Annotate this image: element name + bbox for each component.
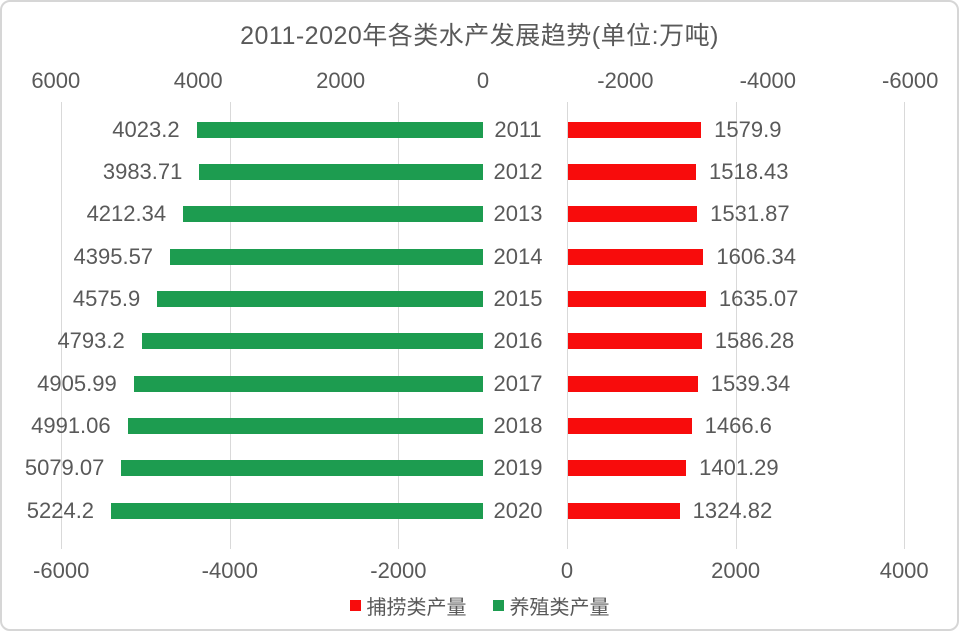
top-axis-tick-label: -4000 — [739, 68, 796, 93]
bottom-axis-tick-label: -4000 — [201, 558, 258, 583]
capture-value-label: 1531.87 — [710, 201, 790, 227]
legend-swatch-icon — [349, 600, 361, 611]
capture-value-label: 1586.28 — [714, 328, 795, 354]
legend-item[interactable]: 养殖类产量 — [492, 591, 610, 620]
aquaculture-bar[interactable] — [157, 290, 483, 307]
aquaculture-value-label: 4575.9 — [72, 285, 141, 311]
capture-bar[interactable] — [568, 417, 692, 434]
capture-bar[interactable] — [568, 375, 698, 392]
legend-item[interactable]: 捕捞类产量 — [349, 591, 467, 620]
capture-bar[interactable] — [568, 502, 680, 519]
aquaculture-value-label: 4991.06 — [31, 412, 111, 438]
gridline — [567, 102, 568, 549]
year-label: 2015 — [493, 285, 543, 311]
capture-value-label: 1579.9 — [714, 116, 782, 142]
aquaculture-value-label: 5079.07 — [24, 455, 105, 481]
year-label: 2020 — [493, 497, 543, 523]
aquaculture-bar[interactable] — [127, 417, 483, 434]
capture-bar[interactable] — [568, 163, 696, 180]
capture-value-label: 1518.43 — [709, 158, 789, 184]
year-label: 2011 — [494, 116, 542, 142]
top-axis-tick-label: 4000 — [173, 68, 223, 93]
bottom-axis-tick-label: -6000 — [33, 558, 90, 583]
year-label: 2012 — [493, 158, 543, 184]
aquaculture-value-label: 3983.71 — [102, 158, 183, 184]
aquaculture-bar[interactable] — [133, 375, 483, 392]
capture-value-label: 1635.07 — [718, 285, 799, 311]
bottom-axis-tick-label: -2000 — [370, 558, 427, 583]
legend-label: 捕捞类产量 — [366, 597, 467, 619]
aquaculture-value-label: 4793.2 — [57, 328, 125, 354]
bottom-axis-tick-label: 0 — [560, 558, 574, 583]
aquaculture-value-label: 4905.99 — [37, 370, 117, 396]
capture-value-label: 1466.6 — [704, 412, 772, 438]
legend: 捕捞类产量 养殖类产量 — [2, 591, 957, 620]
aquaculture-value-label: 5224.2 — [26, 497, 95, 523]
capture-bar[interactable] — [568, 248, 704, 265]
gridline — [904, 102, 906, 549]
year-label: 2016 — [493, 328, 543, 354]
top-axis-tick-label: 0 — [476, 68, 490, 93]
gridline — [61, 102, 63, 549]
capture-value-label: 1324.82 — [692, 497, 773, 523]
capture-bar[interactable] — [568, 460, 687, 477]
year-label: 2019 — [493, 455, 543, 481]
aquaculture-value-label: 4395.57 — [73, 243, 154, 269]
aquaculture-bar[interactable] — [196, 121, 483, 138]
aquaculture-bar[interactable] — [170, 248, 483, 265]
gridline — [229, 102, 231, 549]
year-label: 2013 — [493, 201, 543, 227]
aquaculture-bar[interactable] — [199, 163, 483, 180]
capture-bar[interactable] — [568, 290, 706, 307]
capture-value-label: 1606.34 — [716, 243, 796, 269]
legend-swatch-icon — [492, 600, 504, 611]
gridline — [398, 102, 400, 549]
aquaculture-bar[interactable] — [141, 333, 483, 350]
capture-bar[interactable] — [568, 121, 702, 138]
aquaculture-value-label: 4212.34 — [86, 201, 167, 227]
bottom-axis-tick-label: 4000 — [879, 558, 929, 583]
bottom-axis-tick-label: 2000 — [711, 558, 761, 583]
aquaculture-bar[interactable] — [183, 206, 483, 223]
aquaculture-bar[interactable] — [111, 502, 483, 519]
aquaculture-value-label: 4023.2 — [112, 116, 180, 142]
top-axis-tick-label: -2000 — [597, 68, 654, 93]
gridline — [735, 102, 737, 549]
top-axis-tick-label: -6000 — [882, 68, 939, 93]
chart-title: 2011-2020年各类水产发展趋势(单位:万吨) — [240, 22, 719, 50]
year-label: 2018 — [493, 412, 543, 438]
year-label: 2014 — [493, 243, 543, 269]
aquaculture-bar[interactable] — [121, 460, 483, 477]
year-label: 2017 — [493, 370, 543, 396]
capture-bar[interactable] — [568, 333, 702, 350]
top-axis-tick-label: 6000 — [31, 68, 81, 93]
legend-label: 养殖类产量 — [509, 597, 610, 619]
capture-value-label: 1401.29 — [699, 455, 779, 481]
top-axis-tick-label: 2000 — [316, 68, 366, 93]
capture-value-label: 1539.34 — [710, 370, 791, 396]
capture-bar[interactable] — [568, 206, 698, 223]
